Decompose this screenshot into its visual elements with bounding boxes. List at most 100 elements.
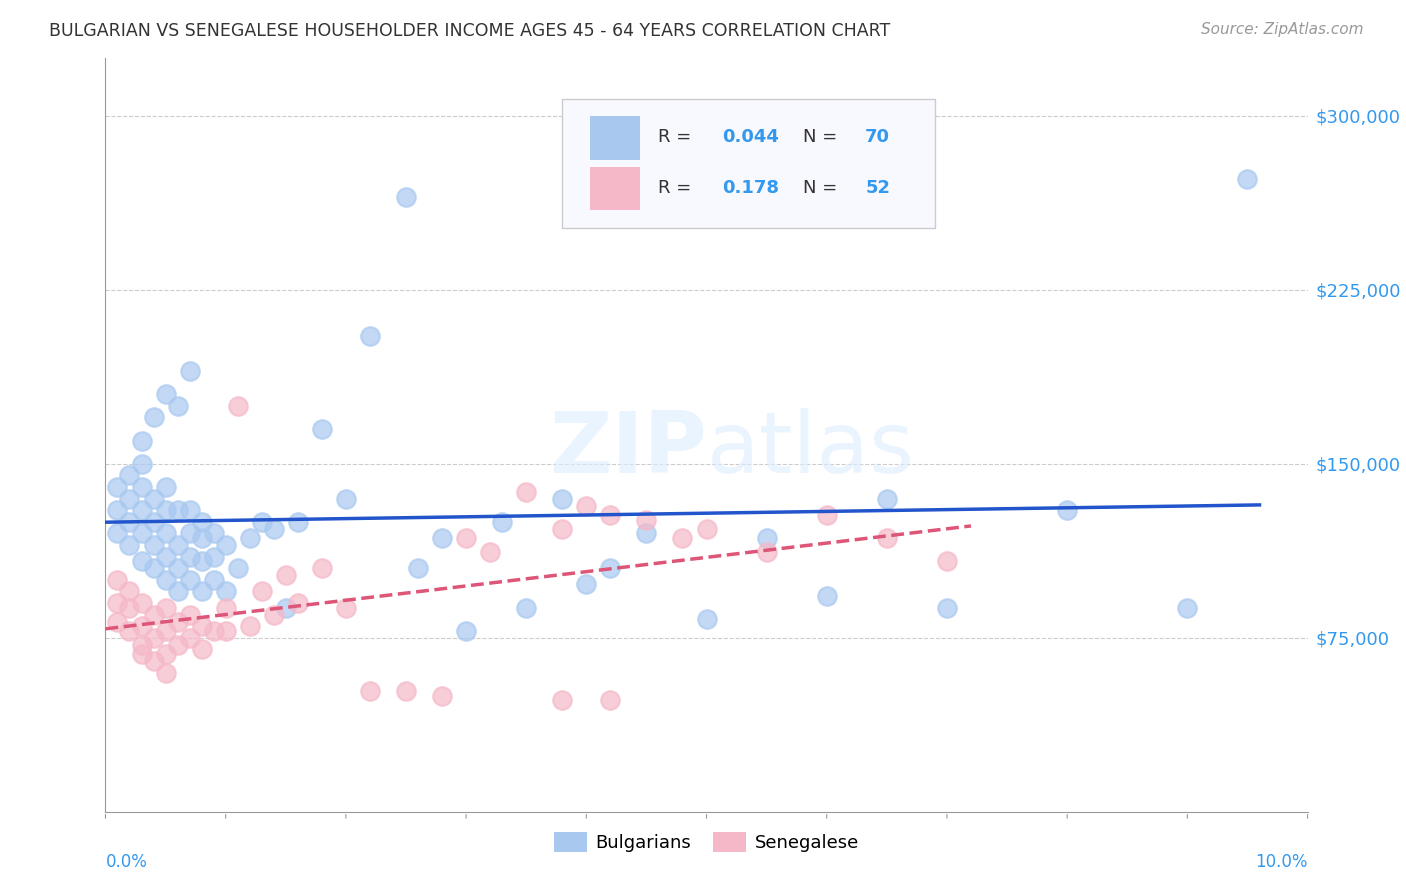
Point xyxy=(166,584,188,599)
Point xyxy=(190,619,212,633)
Point xyxy=(190,584,212,599)
Point xyxy=(876,491,898,506)
Point xyxy=(202,549,225,564)
Point xyxy=(454,624,477,638)
Point xyxy=(118,600,141,615)
Point xyxy=(430,689,453,703)
Point xyxy=(202,624,225,638)
Point xyxy=(131,596,153,610)
Point xyxy=(815,508,838,522)
Point xyxy=(155,480,177,494)
Point xyxy=(107,503,129,517)
Point xyxy=(107,615,129,629)
Point xyxy=(311,422,333,436)
Point xyxy=(311,561,333,575)
Text: 70: 70 xyxy=(865,128,890,146)
Text: atlas: atlas xyxy=(707,409,914,491)
Point xyxy=(551,491,574,506)
Point xyxy=(179,503,201,517)
Point xyxy=(190,642,212,657)
Point xyxy=(226,561,249,575)
Point xyxy=(166,503,188,517)
Point xyxy=(671,531,693,545)
Text: 10.0%: 10.0% xyxy=(1256,853,1308,871)
Point xyxy=(155,624,177,638)
Point xyxy=(936,554,959,568)
Point xyxy=(107,480,129,494)
Point xyxy=(395,684,418,698)
Text: 0.0%: 0.0% xyxy=(105,853,148,871)
Point xyxy=(179,631,201,645)
Point xyxy=(636,512,658,526)
Point xyxy=(406,561,429,575)
Point xyxy=(118,468,141,483)
Point xyxy=(107,596,129,610)
Point xyxy=(190,515,212,529)
Point xyxy=(599,693,621,707)
Point xyxy=(575,499,598,513)
Point xyxy=(599,561,621,575)
Text: N =: N = xyxy=(803,179,842,197)
Point xyxy=(142,631,165,645)
Point xyxy=(239,619,262,633)
Point xyxy=(118,624,141,638)
Point xyxy=(155,503,177,517)
Text: 0.178: 0.178 xyxy=(723,179,779,197)
Point xyxy=(155,665,177,680)
Point xyxy=(118,515,141,529)
Point xyxy=(214,538,236,552)
Point xyxy=(226,399,249,413)
Point xyxy=(1175,600,1198,615)
Point xyxy=(696,612,718,626)
Point xyxy=(131,434,153,448)
Point xyxy=(166,638,188,652)
Text: Source: ZipAtlas.com: Source: ZipAtlas.com xyxy=(1201,22,1364,37)
Text: ZIP: ZIP xyxy=(548,409,707,491)
Legend: Bulgarians, Senegalese: Bulgarians, Senegalese xyxy=(547,825,866,859)
Point xyxy=(118,491,141,506)
Point xyxy=(491,515,513,529)
Point xyxy=(755,531,778,545)
Point xyxy=(142,607,165,622)
Point xyxy=(214,600,236,615)
Point xyxy=(131,503,153,517)
Point xyxy=(430,531,453,545)
Point xyxy=(263,522,285,536)
Point xyxy=(179,364,201,378)
Point xyxy=(118,584,141,599)
Text: R =: R = xyxy=(658,179,703,197)
Point xyxy=(454,531,477,545)
Point xyxy=(395,190,418,204)
Point xyxy=(166,615,188,629)
Point xyxy=(335,600,357,615)
Point xyxy=(190,554,212,568)
Point xyxy=(239,531,262,545)
Text: R =: R = xyxy=(658,128,697,146)
Point xyxy=(515,484,537,499)
Point xyxy=(599,508,621,522)
Point xyxy=(179,526,201,541)
Point xyxy=(515,600,537,615)
Point xyxy=(166,538,188,552)
Point xyxy=(142,410,165,425)
Point xyxy=(575,577,598,591)
Point xyxy=(359,684,381,698)
Text: BULGARIAN VS SENEGALESE HOUSEHOLDER INCOME AGES 45 - 64 YEARS CORRELATION CHART: BULGARIAN VS SENEGALESE HOUSEHOLDER INCO… xyxy=(49,22,890,40)
Point xyxy=(1056,503,1078,517)
Point xyxy=(755,545,778,559)
Point xyxy=(1236,171,1258,186)
Point xyxy=(142,654,165,668)
Point xyxy=(876,531,898,545)
Point xyxy=(214,624,236,638)
Point xyxy=(274,600,297,615)
Point xyxy=(131,457,153,471)
Text: 52: 52 xyxy=(865,179,890,197)
Point xyxy=(359,329,381,343)
Point xyxy=(131,526,153,541)
Point xyxy=(155,387,177,401)
Point xyxy=(263,607,285,622)
Point xyxy=(202,526,225,541)
Point xyxy=(636,526,658,541)
Point xyxy=(155,549,177,564)
Point xyxy=(142,491,165,506)
